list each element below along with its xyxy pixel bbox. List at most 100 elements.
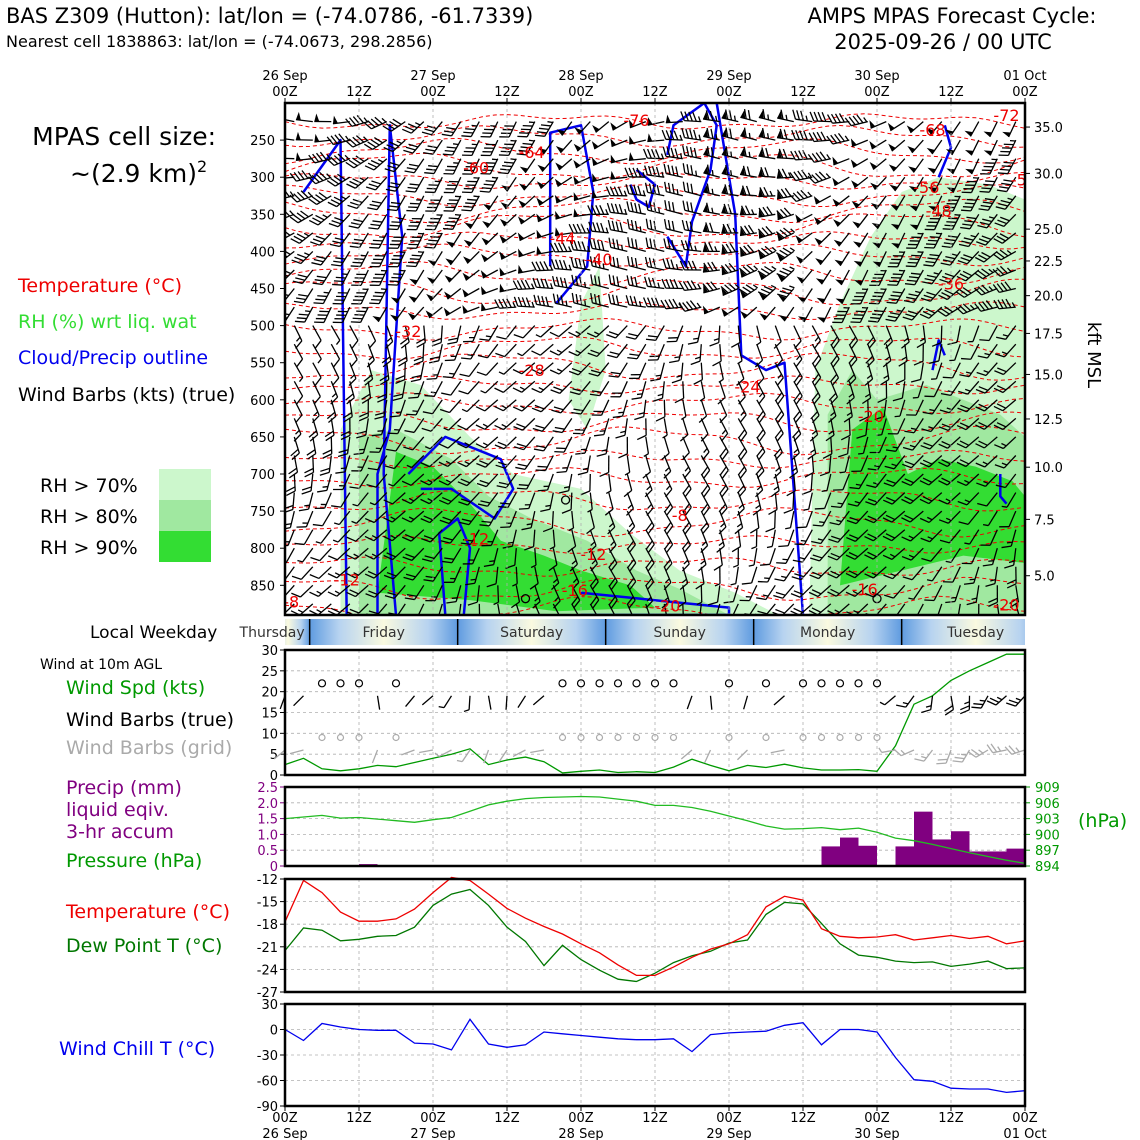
barb-flag	[852, 115, 860, 125]
legend-wind-barbs: Wind Barbs (kts) (true)	[18, 384, 235, 406]
barb-shaft	[954, 585, 961, 602]
barb-flag	[630, 202, 634, 212]
barb-flag	[743, 245, 751, 254]
barb-flag	[539, 261, 545, 271]
wind-barb	[351, 288, 369, 305]
barb-half-flag	[844, 135, 849, 141]
barb-shaft	[933, 381, 943, 397]
barb-shaft	[967, 510, 980, 525]
barb-flag	[845, 554, 856, 560]
barb-flag	[285, 272, 289, 277]
barb-half-flag	[663, 597, 669, 602]
barb-flag	[363, 121, 372, 130]
barb-flag	[938, 499, 948, 505]
barb-shaft	[285, 547, 295, 564]
barb-shaft	[487, 695, 492, 710]
barb-flag	[484, 128, 494, 131]
barb-flag	[957, 407, 967, 413]
barb-shaft	[465, 269, 480, 281]
barb-shaft	[682, 510, 692, 527]
barb-half-flag	[303, 232, 310, 237]
barb-pennant	[573, 175, 580, 185]
barb-shaft	[505, 325, 517, 340]
barb-pennant	[519, 166, 529, 173]
barb-shaft	[663, 603, 669, 615]
barb-flag	[981, 169, 992, 172]
wind-barb	[457, 455, 480, 468]
wind-barb	[554, 176, 573, 188]
barb-flag	[978, 208, 989, 211]
barb-flag	[536, 131, 547, 134]
barb-flag	[482, 132, 493, 134]
barb-shaft	[893, 584, 906, 599]
barb-half-flag	[853, 610, 859, 614]
wind-barb	[537, 158, 554, 172]
wind-barb	[383, 510, 406, 523]
wind-barb	[533, 436, 554, 452]
wind-barb	[844, 114, 868, 127]
barb-half-flag	[424, 446, 431, 450]
wind-barb	[644, 182, 665, 197]
barb-half-flag	[745, 596, 752, 598]
barb-flag	[869, 284, 880, 287]
surface-wind-barb-grid	[952, 749, 971, 763]
barb-shaft	[330, 399, 337, 417]
barb-shaft	[377, 213, 388, 230]
barb-flag	[867, 468, 878, 471]
wind-barb	[943, 566, 961, 583]
barb-shaft	[505, 695, 508, 710]
barb-shaft	[973, 566, 980, 584]
barb-shaft	[950, 547, 961, 563]
barb-half-flag	[417, 232, 424, 235]
wind-barb	[443, 306, 462, 317]
barb-pennant	[443, 307, 451, 316]
barb-half-flag	[983, 480, 989, 485]
barb-half-flag	[352, 503, 358, 507]
wind-barb	[372, 306, 388, 323]
barb-shaft	[860, 455, 869, 472]
barb-pennant	[277, 130, 283, 139]
barb-shaft	[878, 436, 887, 453]
wind-barb	[496, 473, 517, 489]
barb-shaft	[293, 455, 299, 473]
barb-half-flag	[397, 217, 404, 220]
barb-flag	[476, 462, 486, 468]
wind-barb	[850, 158, 869, 168]
barb-flag	[889, 262, 900, 264]
barb-flag	[356, 273, 367, 276]
barb-flag	[992, 253, 1002, 261]
barb-flag	[349, 608, 360, 614]
barb-flag	[706, 183, 710, 194]
wind-barb	[645, 529, 655, 553]
barb-flag	[404, 430, 415, 434]
wind-barb	[828, 399, 837, 424]
barb-flag	[411, 254, 422, 257]
barb-flag	[607, 526, 616, 535]
barb-flag	[966, 180, 977, 183]
wind-barb	[678, 300, 702, 312]
wind-barb	[459, 510, 480, 526]
wind-barb	[739, 185, 757, 197]
barb-shaft	[305, 510, 314, 528]
barb-shaft	[565, 455, 573, 472]
wind-barb	[719, 473, 729, 498]
barb-flag	[815, 152, 823, 161]
barb-flag	[931, 341, 942, 347]
barb-flag	[976, 482, 986, 487]
barb-flag	[317, 295, 328, 298]
barb-flag	[647, 525, 655, 535]
wind-barb	[696, 585, 703, 606]
barb-half-flag	[610, 541, 615, 546]
wind-barb	[408, 288, 425, 303]
barb-flag	[782, 148, 788, 159]
barb-flag	[340, 434, 351, 441]
top-date-label: 28 Sep	[558, 69, 603, 84]
barb-flag	[666, 507, 674, 516]
wind-barb	[833, 473, 850, 491]
barb-half-flag	[473, 195, 479, 198]
wind-barb	[356, 418, 369, 439]
wind-barb	[645, 510, 655, 535]
barb-shaft	[349, 381, 355, 398]
barb-shaft	[682, 455, 692, 471]
barb-half-flag	[534, 597, 540, 602]
